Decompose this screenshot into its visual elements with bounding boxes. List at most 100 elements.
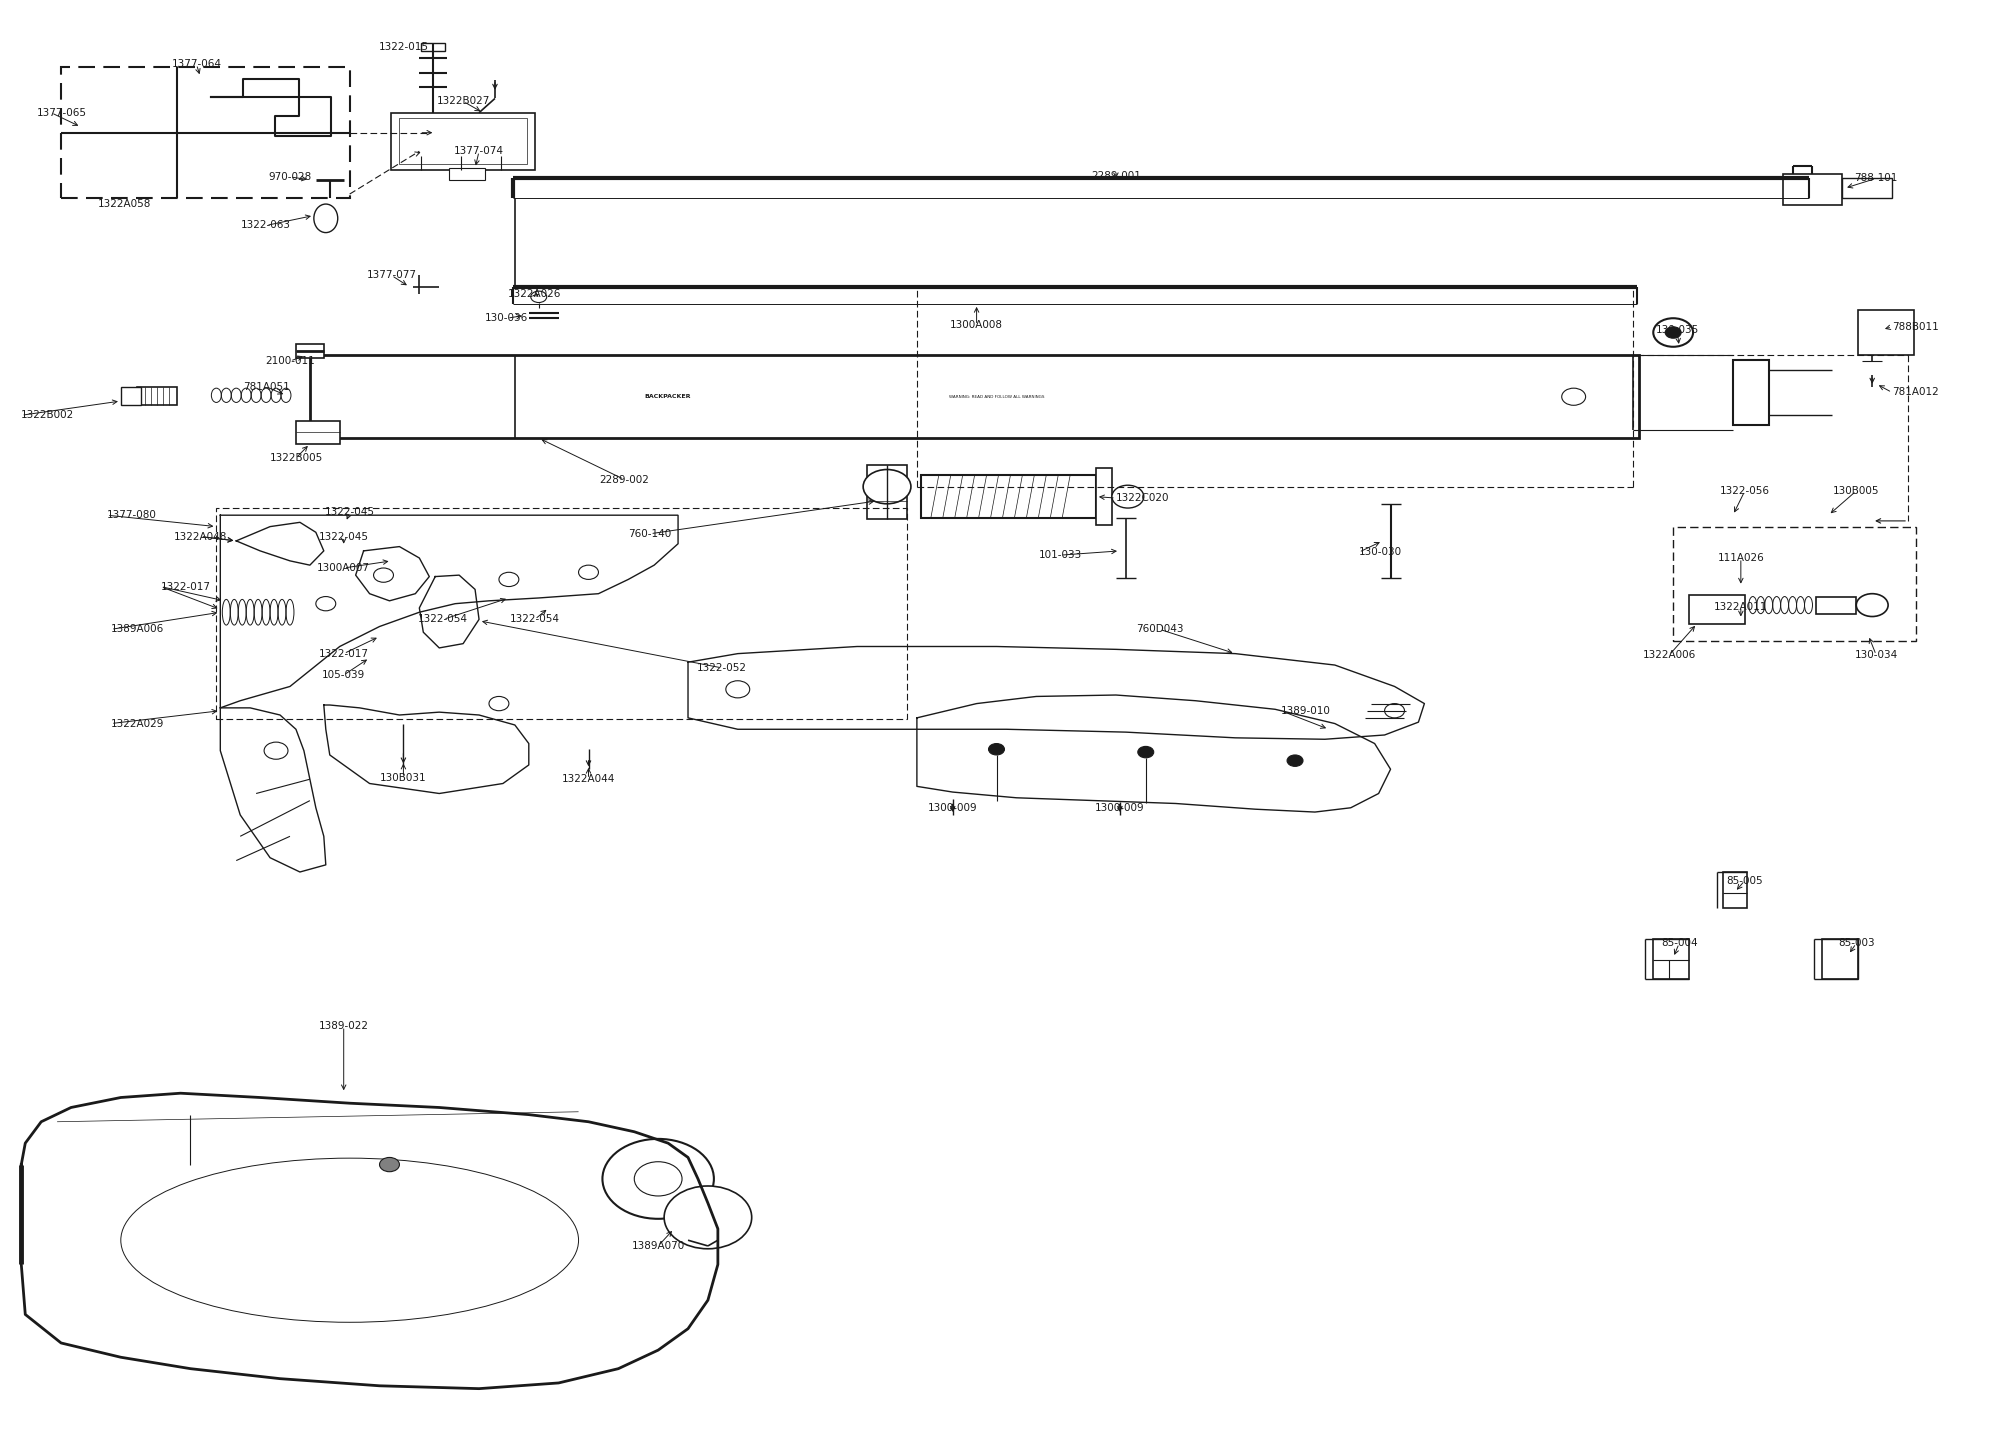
Bar <box>1654 940 1690 980</box>
Bar <box>1096 468 1112 525</box>
Circle shape <box>498 572 518 586</box>
Text: 1389-010: 1389-010 <box>1281 706 1331 716</box>
Circle shape <box>530 292 546 303</box>
Bar <box>1842 179 1891 199</box>
Text: 1377-065: 1377-065 <box>38 107 88 117</box>
Bar <box>1732 359 1768 425</box>
Bar <box>421 43 444 51</box>
Text: 2100-011: 2100-011 <box>265 356 315 366</box>
Circle shape <box>1138 746 1154 758</box>
Bar <box>1690 595 1744 623</box>
Bar <box>391 113 534 170</box>
Text: 1300A007: 1300A007 <box>317 563 371 573</box>
Bar <box>921 475 1096 518</box>
Text: 781A051: 781A051 <box>243 382 289 392</box>
Bar <box>309 355 1640 438</box>
Text: 1322-017: 1322-017 <box>319 649 369 659</box>
Text: 130-036: 130-036 <box>484 313 528 323</box>
Text: 85-003: 85-003 <box>1838 938 1875 948</box>
Bar <box>217 508 907 719</box>
Circle shape <box>1666 327 1682 339</box>
Text: 760D043: 760D043 <box>1136 625 1184 635</box>
Bar <box>138 386 177 405</box>
Text: 1322A044: 1322A044 <box>562 774 616 784</box>
Bar <box>1822 940 1857 980</box>
Text: 2289-001: 2289-001 <box>1090 170 1140 180</box>
Text: 1322-045: 1322-045 <box>319 532 369 542</box>
Bar <box>1722 872 1746 908</box>
Text: BACKPACKER: BACKPACKER <box>646 395 692 399</box>
Ellipse shape <box>313 204 337 233</box>
Text: 85-004: 85-004 <box>1660 938 1698 948</box>
Circle shape <box>1855 593 1887 616</box>
Text: 1322B027: 1322B027 <box>436 96 490 106</box>
Text: 1300-009: 1300-009 <box>929 802 977 812</box>
Text: 1322-054: 1322-054 <box>419 615 468 625</box>
Text: 1322A026: 1322A026 <box>508 289 562 299</box>
Circle shape <box>1287 755 1303 766</box>
Bar <box>1857 310 1913 355</box>
Bar <box>1782 174 1842 206</box>
Text: 1322-056: 1322-056 <box>1720 486 1770 496</box>
Circle shape <box>265 742 287 759</box>
Bar <box>867 465 907 519</box>
Text: 130B005: 130B005 <box>1834 486 1879 496</box>
Circle shape <box>602 1138 713 1218</box>
Text: 1322-045: 1322-045 <box>325 508 375 518</box>
Text: 1322A006: 1322A006 <box>1642 651 1696 661</box>
Text: 1322-054: 1322-054 <box>510 615 560 625</box>
Text: 1322-017: 1322-017 <box>161 582 211 592</box>
Circle shape <box>578 565 598 579</box>
Text: WARNING: READ AND FOLLOW ALL WARNINGS: WARNING: READ AND FOLLOW ALL WARNINGS <box>949 395 1044 399</box>
Text: 1377-080: 1377-080 <box>108 511 157 521</box>
Text: 130B031: 130B031 <box>381 772 427 782</box>
Text: 760-140: 760-140 <box>628 529 672 539</box>
Text: 1377-077: 1377-077 <box>367 270 417 280</box>
Bar <box>399 119 526 164</box>
Circle shape <box>488 696 508 711</box>
Circle shape <box>1563 388 1586 405</box>
Text: 1389A070: 1389A070 <box>632 1241 686 1251</box>
Text: 1322-063: 1322-063 <box>241 220 291 230</box>
Text: 1322A029: 1322A029 <box>112 718 163 728</box>
Circle shape <box>634 1161 682 1195</box>
Text: 105-039: 105-039 <box>323 671 365 681</box>
Bar <box>295 420 339 443</box>
Text: 1322A058: 1322A058 <box>98 199 151 209</box>
Text: 788-101: 788-101 <box>1855 173 1897 183</box>
Bar <box>295 345 323 358</box>
Text: 1322C020: 1322C020 <box>1116 493 1170 503</box>
Text: 1322-052: 1322-052 <box>698 664 747 674</box>
Text: 1389-022: 1389-022 <box>319 1021 369 1031</box>
Text: 101-033: 101-033 <box>1038 551 1082 561</box>
Text: 1322B002: 1322B002 <box>22 410 74 420</box>
Text: 130-030: 130-030 <box>1359 548 1401 558</box>
Bar <box>62 67 349 199</box>
Text: 85-005: 85-005 <box>1726 875 1764 885</box>
Circle shape <box>989 744 1004 755</box>
Circle shape <box>1112 485 1144 508</box>
Text: 2289-002: 2289-002 <box>600 475 650 485</box>
Bar <box>1816 596 1855 613</box>
Text: 1322A048: 1322A048 <box>173 532 227 542</box>
Circle shape <box>725 681 749 698</box>
Text: 781A012: 781A012 <box>1891 388 1939 398</box>
Circle shape <box>315 596 335 611</box>
Text: 1322A011: 1322A011 <box>1714 602 1768 612</box>
Text: 1300A008: 1300A008 <box>951 320 1002 330</box>
Bar <box>122 386 142 405</box>
Bar <box>448 169 484 180</box>
Circle shape <box>863 469 911 503</box>
Text: 1377-064: 1377-064 <box>171 59 221 69</box>
Text: 130-035: 130-035 <box>1656 325 1698 335</box>
Text: 111A026: 111A026 <box>1718 553 1764 563</box>
Text: 1377-074: 1377-074 <box>454 146 504 156</box>
Text: 1322B005: 1322B005 <box>269 453 323 463</box>
Text: 788B011: 788B011 <box>1891 322 1939 332</box>
Text: 970-028: 970-028 <box>269 172 311 182</box>
Text: 1389A006: 1389A006 <box>112 625 163 635</box>
Text: 1300-009: 1300-009 <box>1094 802 1144 812</box>
Text: 130-034: 130-034 <box>1855 651 1897 661</box>
Circle shape <box>379 1157 399 1171</box>
Text: 1322-015: 1322-015 <box>379 41 428 51</box>
